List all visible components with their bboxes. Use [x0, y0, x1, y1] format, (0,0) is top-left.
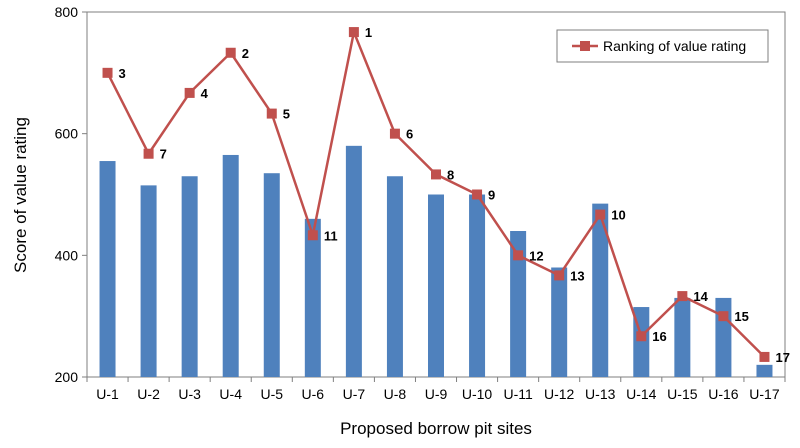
line-point: [718, 311, 729, 322]
x-tick-label: U-8: [384, 386, 407, 402]
line-point: [554, 270, 565, 281]
bar: [304, 218, 321, 377]
bar: [99, 161, 116, 377]
point-label: 2: [242, 46, 249, 61]
bar: [428, 194, 444, 377]
legend: Ranking of value rating: [556, 29, 769, 63]
point-label: 4: [201, 86, 209, 101]
line-point: [759, 351, 770, 362]
x-tick-label: U-6: [302, 386, 325, 402]
bar: [592, 203, 609, 377]
point-label: 9: [488, 188, 495, 203]
bar: [756, 364, 773, 377]
bar: [469, 194, 486, 377]
bar: [222, 154, 239, 377]
line-point: [595, 209, 606, 220]
point-label: 3: [119, 66, 126, 81]
bar: [510, 231, 527, 377]
x-tick-label: U-3: [178, 386, 201, 402]
bar: [674, 297, 691, 377]
x-tick-label: U-15: [667, 386, 698, 402]
x-tick-label: U-12: [544, 386, 575, 402]
point-label: 16: [652, 329, 666, 344]
x-tick-label: U-9: [425, 386, 448, 402]
point-label: 1: [365, 25, 372, 40]
legend-marker-swatch: [580, 41, 590, 51]
line-point: [472, 189, 483, 200]
point-label: 10: [611, 208, 625, 223]
bar: [386, 176, 403, 377]
line-point: [636, 331, 647, 342]
x-tick-label: U-4: [219, 386, 242, 402]
line-point: [677, 291, 688, 302]
legend-label: Ranking of value rating: [603, 38, 746, 54]
x-axis-ticks: U-1 U-2 U-3 U-4 U-5 U-6 U-7 U-8 U-9 U-10 U-11 U-12 U…: [86, 377, 786, 402]
x-tick-label: U-7: [343, 386, 366, 402]
line-point: [102, 67, 113, 78]
x-tick-label: U-2: [137, 386, 160, 402]
line-point: [431, 169, 441, 180]
y-axis-label: Score of value rating: [11, 117, 30, 273]
line-point: [143, 148, 154, 159]
point-label: 17: [775, 350, 789, 365]
x-tick-label: U-10: [462, 386, 493, 402]
point-label: 13: [570, 268, 584, 283]
line-point: [348, 27, 359, 38]
bar: [181, 176, 198, 377]
line-point: [266, 108, 277, 119]
x-axis-label: Proposed borrow pit sites: [340, 419, 532, 438]
bar: [140, 185, 157, 377]
x-tick-label: U-17: [749, 386, 780, 402]
x-tick-label: U-11: [503, 386, 533, 402]
line-point: [307, 230, 318, 241]
bar: [551, 267, 568, 377]
point-label: 11: [324, 228, 338, 243]
bar: [345, 145, 362, 377]
y-tick-label: 800: [55, 4, 79, 20]
bar: [715, 297, 732, 377]
y-axis-ticks: 200 400 600 800: [55, 4, 87, 385]
x-tick-label: U-16: [708, 386, 739, 402]
point-label: 6: [406, 127, 413, 142]
line-point: [184, 87, 195, 98]
bars-group: [99, 145, 773, 377]
x-tick-label: U-13: [585, 386, 616, 402]
y-tick-label: 200: [55, 369, 79, 385]
line-point: [513, 250, 524, 261]
line-point: [389, 128, 400, 139]
point-label: 12: [529, 248, 543, 263]
x-tick-label: U-5: [260, 386, 283, 402]
point-label: 15: [734, 309, 748, 324]
bar: [263, 173, 280, 377]
y-tick-label: 600: [55, 126, 79, 142]
point-label: 7: [160, 147, 167, 162]
point-label: 8: [447, 167, 454, 182]
point-label: 14: [693, 289, 708, 304]
point-label: 5: [283, 107, 290, 122]
line-point: [225, 47, 236, 58]
x-tick-label: U-1: [96, 386, 119, 402]
y-tick-label: 400: [55, 247, 79, 263]
x-tick-label: U-14: [626, 386, 657, 402]
